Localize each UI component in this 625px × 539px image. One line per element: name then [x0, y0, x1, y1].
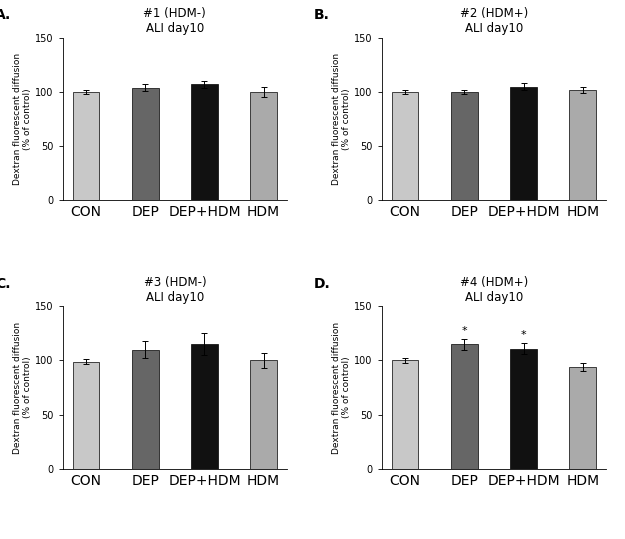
Text: D.: D. — [314, 277, 331, 291]
Bar — [569, 90, 596, 201]
Bar — [72, 92, 99, 201]
Bar — [191, 85, 218, 201]
Bar — [451, 344, 478, 469]
Y-axis label: Dextran fluorescent diffusion
(% of control): Dextran fluorescent diffusion (% of cont… — [332, 321, 351, 454]
Text: *: * — [461, 326, 467, 335]
Bar — [451, 92, 478, 201]
Y-axis label: Dextran fluorescent diffusion
(% of control): Dextran fluorescent diffusion (% of cont… — [12, 53, 32, 185]
Bar — [132, 88, 159, 201]
Title: #1 (HDM-)
ALI day10: #1 (HDM-) ALI day10 — [144, 7, 206, 35]
Bar — [191, 344, 218, 469]
Text: C.: C. — [0, 277, 11, 291]
Bar — [251, 361, 277, 469]
Bar — [569, 367, 596, 469]
Bar — [510, 87, 537, 201]
Bar — [72, 362, 99, 469]
Text: *: * — [521, 330, 526, 340]
Bar — [392, 92, 418, 201]
Bar — [251, 92, 277, 201]
Bar — [392, 361, 418, 469]
Bar — [132, 350, 159, 469]
Y-axis label: Dextran fluorescent diffusion
(% of control): Dextran fluorescent diffusion (% of cont… — [332, 53, 351, 185]
Title: #4 (HDM+)
ALI day10: #4 (HDM+) ALI day10 — [460, 275, 528, 303]
Bar — [510, 349, 537, 469]
Text: A.: A. — [0, 9, 11, 23]
Y-axis label: Dextran fluorescent diffusion
(% of control): Dextran fluorescent diffusion (% of cont… — [12, 321, 32, 454]
Text: B.: B. — [314, 9, 330, 23]
Title: #3 (HDM-)
ALI day10: #3 (HDM-) ALI day10 — [144, 275, 206, 303]
Title: #2 (HDM+)
ALI day10: #2 (HDM+) ALI day10 — [460, 7, 528, 35]
